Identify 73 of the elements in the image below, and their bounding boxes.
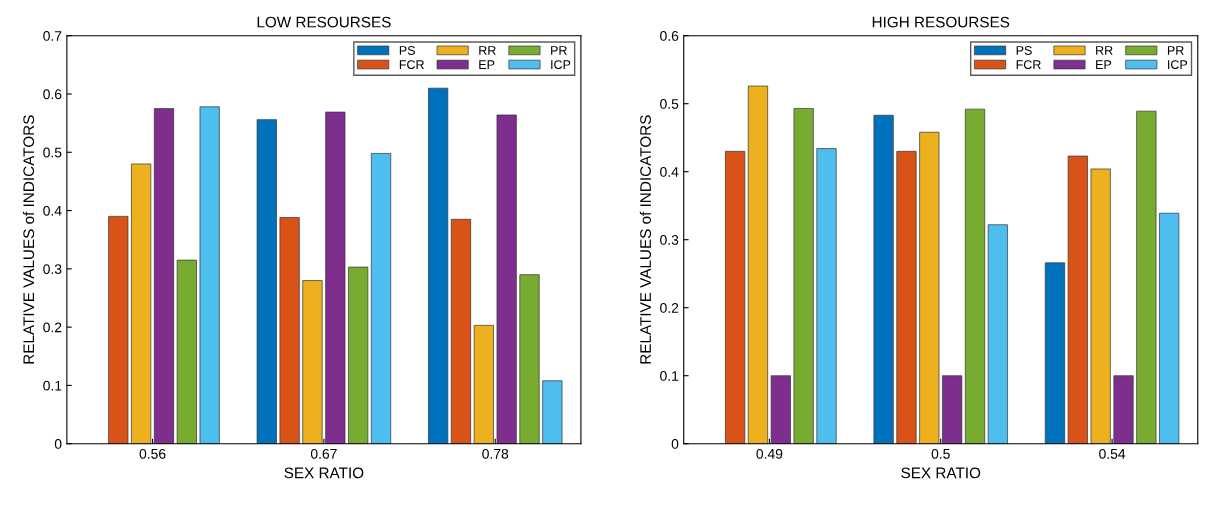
x-tick-label: 0.54 — [1099, 448, 1126, 459]
y-axis-title: RELATIVE VALUES of INDICATORS — [639, 115, 651, 364]
y-tick-label: 0.1 — [660, 371, 679, 381]
legend-label: EP — [479, 60, 495, 69]
x-tick-label: 0.67 — [310, 448, 337, 459]
y-tick-label: 0 — [671, 439, 679, 449]
y-tick-label: 0.2 — [660, 303, 679, 313]
legend-label: RR — [479, 46, 496, 55]
bar — [747, 85, 769, 444]
bar — [519, 274, 540, 444]
x-tick-label: 0.5 — [931, 448, 950, 459]
bar — [896, 150, 917, 444]
bar — [1044, 262, 1066, 444]
bar — [770, 375, 791, 444]
legend-label: RR — [1096, 46, 1113, 55]
bar — [1067, 155, 1088, 444]
bar — [450, 218, 472, 444]
bar — [176, 259, 197, 444]
y-tick-label: 0.3 — [43, 264, 62, 275]
bar — [942, 375, 963, 444]
y-tick-label: 0 — [54, 439, 62, 449]
bar — [1136, 110, 1157, 444]
bar — [256, 119, 277, 444]
y-tick-label: 0.5 — [43, 147, 62, 158]
bar — [428, 87, 449, 444]
legend-label: PS — [399, 46, 415, 55]
x-tick-label: 0.49 — [756, 448, 783, 459]
legend-label: FCR — [1016, 60, 1041, 70]
chart-title: LOW RESOURSES — [257, 16, 391, 28]
bar — [108, 216, 129, 444]
bar — [370, 153, 392, 444]
bar — [1090, 168, 1111, 444]
legend-label: ICP — [1168, 60, 1188, 70]
bar — [131, 163, 152, 444]
bar — [302, 280, 323, 444]
bar — [964, 108, 986, 444]
bar — [1159, 212, 1180, 444]
legend-label: PR — [1167, 46, 1184, 55]
legend-label: PR — [551, 46, 567, 55]
bar — [873, 114, 894, 444]
bar — [279, 217, 300, 444]
y-axis-title: RELATIVE VALUES of INDICATORS — [22, 115, 35, 364]
bar — [496, 114, 517, 444]
bar — [325, 111, 346, 444]
legend-label: PS — [1016, 46, 1032, 55]
bar — [816, 148, 837, 444]
bar — [725, 150, 746, 444]
legend-label: FCR — [399, 60, 424, 70]
y-tick-label: 0.5 — [660, 99, 679, 109]
bar — [919, 131, 940, 444]
y-tick-label: 0.4 — [660, 167, 679, 177]
y-tick-label: 0.2 — [43, 322, 62, 333]
bar — [793, 108, 814, 444]
chart-title: HIGH RESOURSES — [872, 16, 1010, 28]
bar — [542, 380, 563, 444]
y-tick-label: 0.6 — [43, 89, 62, 100]
bar — [199, 106, 220, 444]
bar — [1113, 375, 1134, 444]
bar — [473, 325, 494, 444]
y-tick-label: 0.4 — [43, 205, 62, 216]
y-tick-label: 0.6 — [660, 31, 679, 41]
y-tick-label: 0.7 — [43, 31, 62, 41]
x-axis-title: SEX RATIO — [901, 467, 981, 479]
bar — [987, 224, 1008, 444]
y-tick-label: 0.1 — [43, 380, 62, 391]
x-tick-label: 0.56 — [139, 448, 166, 459]
bar — [348, 266, 369, 444]
x-tick-label: 0.78 — [482, 448, 509, 459]
y-tick-label: 0.3 — [660, 235, 679, 245]
bar — [153, 108, 175, 444]
x-axis-title: SEX RATIO — [284, 467, 364, 479]
legend-label: ICP — [551, 60, 571, 70]
legend-label: EP — [1096, 60, 1112, 69]
